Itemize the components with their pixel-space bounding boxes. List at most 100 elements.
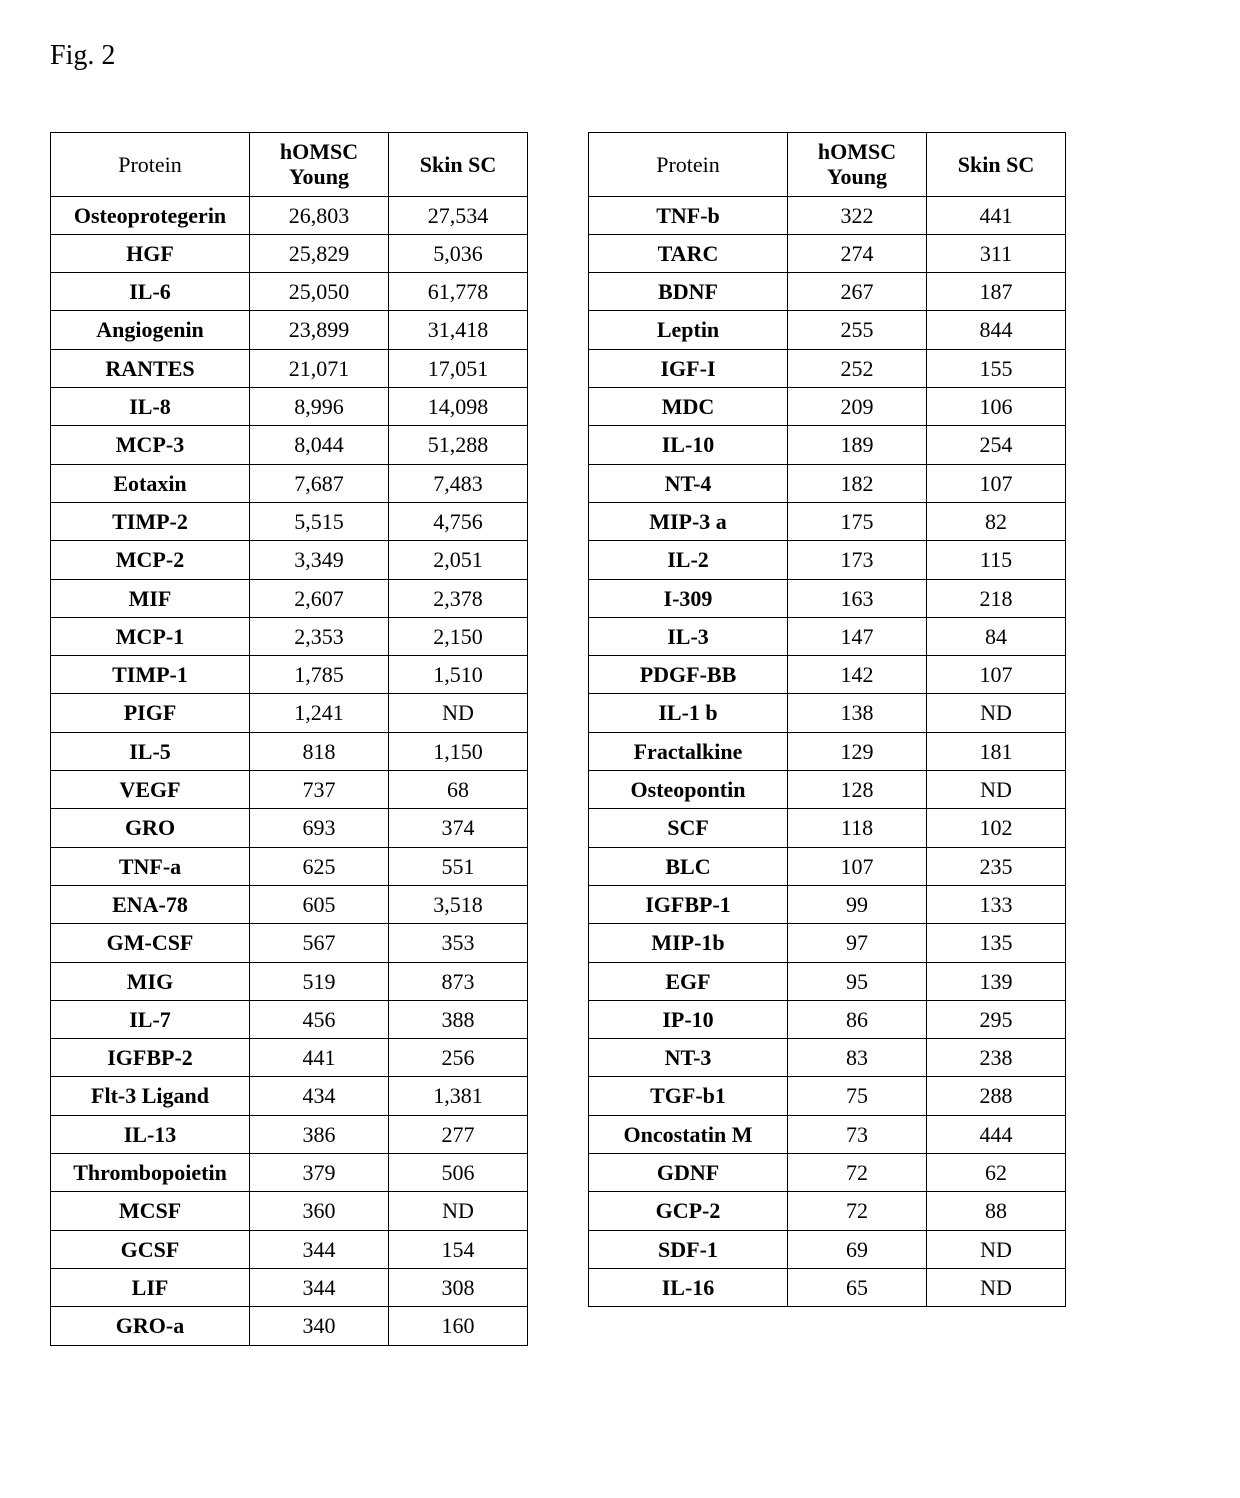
table-row: I-309163218 xyxy=(589,579,1066,617)
skin-cell: ND xyxy=(927,694,1066,732)
table-row: TGF-b175288 xyxy=(589,1077,1066,1115)
protein-cell: IL-8 xyxy=(51,388,250,426)
homsc-cell: 118 xyxy=(788,809,927,847)
header-skin: Skin SC xyxy=(927,133,1066,197)
homsc-cell: 107 xyxy=(788,847,927,885)
homsc-cell: 693 xyxy=(250,809,389,847)
skin-cell: 444 xyxy=(927,1115,1066,1153)
table-row: MCP-23,3492,051 xyxy=(51,541,528,579)
skin-cell: 441 xyxy=(927,196,1066,234)
protein-cell: MIG xyxy=(51,962,250,1000)
protein-cell: MDC xyxy=(589,388,788,426)
homsc-cell: 129 xyxy=(788,732,927,770)
protein-cell: IL-6 xyxy=(51,273,250,311)
protein-cell: IGF-I xyxy=(589,349,788,387)
table-row: IGFBP-2441256 xyxy=(51,1039,528,1077)
protein-cell: BDNF xyxy=(589,273,788,311)
homsc-cell: 274 xyxy=(788,234,927,272)
table-row: Eotaxin7,6877,483 xyxy=(51,464,528,502)
table-row: IL-88,99614,098 xyxy=(51,388,528,426)
homsc-cell: 99 xyxy=(788,885,927,923)
homsc-cell: 456 xyxy=(250,1000,389,1038)
protein-cell: TARC xyxy=(589,234,788,272)
protein-cell: SDF-1 xyxy=(589,1230,788,1268)
homsc-cell: 737 xyxy=(250,771,389,809)
skin-cell: 115 xyxy=(927,541,1066,579)
table-row: TNF-b322441 xyxy=(589,196,1066,234)
protein-cell: IL-7 xyxy=(51,1000,250,1038)
skin-cell: 277 xyxy=(389,1115,528,1153)
table-row: IL-10189254 xyxy=(589,426,1066,464)
homsc-cell: 138 xyxy=(788,694,927,732)
homsc-cell: 340 xyxy=(250,1307,389,1345)
protein-cell: IP-10 xyxy=(589,1000,788,1038)
table-row: Osteopontin128ND xyxy=(589,771,1066,809)
protein-cell: ENA-78 xyxy=(51,885,250,923)
homsc-cell: 175 xyxy=(788,502,927,540)
homsc-cell: 25,829 xyxy=(250,234,389,272)
protein-cell: TIMP-1 xyxy=(51,656,250,694)
table-row: TIMP-11,7851,510 xyxy=(51,656,528,694)
header-protein: Protein xyxy=(589,133,788,197)
protein-cell: GM-CSF xyxy=(51,924,250,962)
skin-cell: 106 xyxy=(927,388,1066,426)
skin-cell: 4,756 xyxy=(389,502,528,540)
table-row: TARC274311 xyxy=(589,234,1066,272)
homsc-cell: 3,349 xyxy=(250,541,389,579)
skin-cell: ND xyxy=(927,1230,1066,1268)
homsc-cell: 605 xyxy=(250,885,389,923)
homsc-cell: 322 xyxy=(788,196,927,234)
skin-cell: 2,150 xyxy=(389,617,528,655)
table-row: BLC107235 xyxy=(589,847,1066,885)
homsc-cell: 173 xyxy=(788,541,927,579)
homsc-cell: 69 xyxy=(788,1230,927,1268)
protein-cell: PDGF-BB xyxy=(589,656,788,694)
homsc-cell: 72 xyxy=(788,1192,927,1230)
homsc-cell: 21,071 xyxy=(250,349,389,387)
table-row: SCF118102 xyxy=(589,809,1066,847)
protein-cell: GRO-a xyxy=(51,1307,250,1345)
table-row: IL-13386277 xyxy=(51,1115,528,1153)
skin-cell: 62 xyxy=(927,1154,1066,1192)
homsc-cell: 25,050 xyxy=(250,273,389,311)
protein-cell: MIF xyxy=(51,579,250,617)
homsc-cell: 7,687 xyxy=(250,464,389,502)
table-row: PDGF-BB142107 xyxy=(589,656,1066,694)
protein-cell: GDNF xyxy=(589,1154,788,1192)
skin-cell: 88 xyxy=(927,1192,1066,1230)
skin-cell: 84 xyxy=(927,617,1066,655)
skin-cell: 102 xyxy=(927,809,1066,847)
protein-cell: IL-5 xyxy=(51,732,250,770)
homsc-cell: 128 xyxy=(788,771,927,809)
homsc-cell: 26,803 xyxy=(250,196,389,234)
homsc-cell: 65 xyxy=(788,1268,927,1306)
table-row: Flt-3 Ligand4341,381 xyxy=(51,1077,528,1115)
protein-cell: TNF-a xyxy=(51,847,250,885)
protein-cell: PIGF xyxy=(51,694,250,732)
protein-cell: IL-16 xyxy=(589,1268,788,1306)
protein-cell: MCP-3 xyxy=(51,426,250,464)
table-row: SDF-169ND xyxy=(589,1230,1066,1268)
table-row: NT-383238 xyxy=(589,1039,1066,1077)
homsc-cell: 75 xyxy=(788,1077,927,1115)
protein-cell: GCSF xyxy=(51,1230,250,1268)
skin-cell: 374 xyxy=(389,809,528,847)
homsc-cell: 83 xyxy=(788,1039,927,1077)
table-row: IL-58181,150 xyxy=(51,732,528,770)
table-row: Oncostatin M73444 xyxy=(589,1115,1066,1153)
homsc-cell: 86 xyxy=(788,1000,927,1038)
skin-cell: 27,534 xyxy=(389,196,528,234)
homsc-cell: 95 xyxy=(788,962,927,1000)
skin-cell: 139 xyxy=(927,962,1066,1000)
header-skin: Skin SC xyxy=(389,133,528,197)
protein-cell: TNF-b xyxy=(589,196,788,234)
protein-cell: TIMP-2 xyxy=(51,502,250,540)
homsc-cell: 1,241 xyxy=(250,694,389,732)
protein-cell: IGFBP-1 xyxy=(589,885,788,923)
homsc-cell: 1,785 xyxy=(250,656,389,694)
table-row: MIG519873 xyxy=(51,962,528,1000)
skin-cell: 288 xyxy=(927,1077,1066,1115)
skin-cell: 82 xyxy=(927,502,1066,540)
skin-cell: 551 xyxy=(389,847,528,885)
homsc-cell: 182 xyxy=(788,464,927,502)
